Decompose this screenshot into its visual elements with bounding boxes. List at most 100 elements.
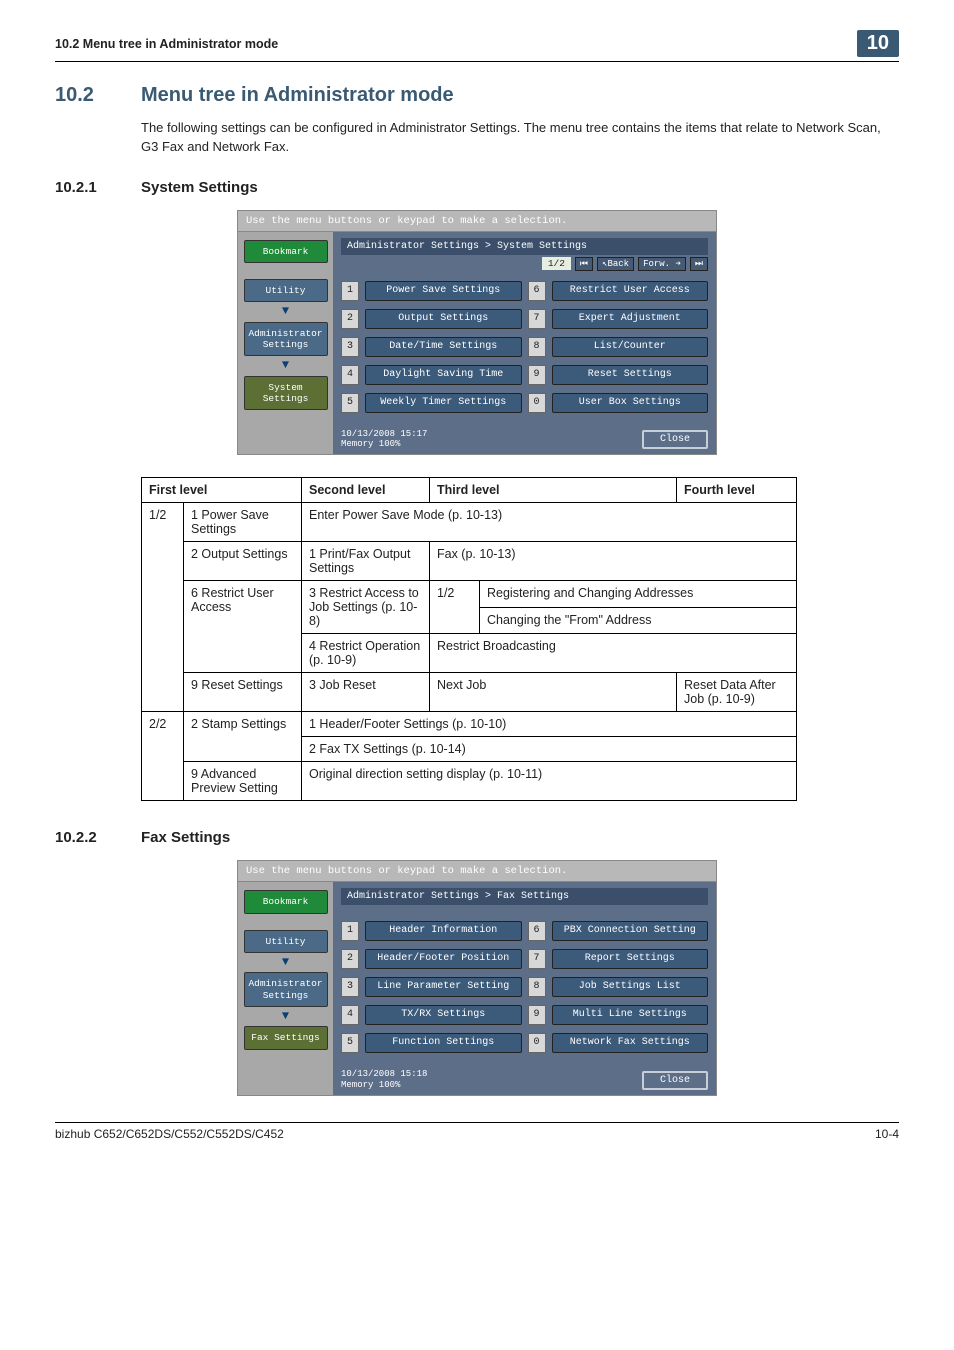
- cell: 1 Header/Footer Settings (p. 10-10): [302, 712, 797, 737]
- daylight-saving-button[interactable]: Daylight Saving Time: [365, 365, 522, 385]
- date-time-settings-button[interactable]: Date/Time Settings: [365, 337, 522, 357]
- cell: Enter Power Save Mode (p. 10-13): [302, 503, 797, 542]
- down-arrow-icon: ▼: [282, 959, 289, 966]
- job-settings-list-button[interactable]: Job Settings List: [552, 977, 709, 997]
- cell: Changing the "From" Address: [480, 607, 797, 634]
- menu-num: 0: [528, 1033, 546, 1053]
- menu-num: 8: [528, 337, 546, 357]
- panel-footer: 10/13/2008 15:18 Memory 100% Close: [341, 1067, 708, 1091]
- cell: 3 Restrict Access to Job Settings (p. 10…: [302, 581, 430, 634]
- expert-adjustment-button[interactable]: Expert Adjustment: [552, 309, 709, 329]
- menu-num: 3: [341, 977, 359, 997]
- table-header-row: First level Second level Third level Fou…: [142, 478, 797, 503]
- ts-line1: 10/13/2008 15:18: [341, 1069, 427, 1080]
- list-counter-button[interactable]: List/Counter: [552, 337, 709, 357]
- tx-rx-settings-button[interactable]: TX/RX Settings: [365, 1005, 522, 1025]
- panel-instruction: Use the menu buttons or keypad to make a…: [238, 211, 716, 232]
- menu-grid: 1 Power Save Settings 6 Restrict User Ac…: [341, 281, 708, 413]
- subsection-number: 10.2.1: [55, 179, 113, 196]
- weekly-timer-settings-button[interactable]: Weekly Timer Settings: [365, 393, 522, 413]
- line-parameter-setting-button[interactable]: Line Parameter Setting: [365, 977, 522, 997]
- menu-num: 0: [528, 393, 546, 413]
- multi-line-settings-button[interactable]: Multi Line Settings: [552, 1005, 709, 1025]
- chapter-number-badge: 10: [857, 30, 899, 57]
- cell: 1 Power Save Settings: [184, 503, 302, 542]
- cell: 9 Advanced Preview Setting: [184, 762, 302, 801]
- nav-forward-button[interactable]: Forw. ➔: [638, 257, 686, 271]
- cell: Fax (p. 10-13): [430, 542, 797, 581]
- menu-tree-table: First level Second level Third level Fou…: [141, 477, 797, 801]
- table-row: 9 Reset Settings 3 Job Reset Next Job Re…: [142, 673, 797, 712]
- user-box-settings-button[interactable]: User Box Settings: [552, 393, 709, 413]
- menu-num: 4: [341, 1005, 359, 1025]
- close-button[interactable]: Close: [642, 1071, 708, 1090]
- table-row: 6 Restrict User Access 3 Restrict Access…: [142, 581, 797, 608]
- cell: Restrict Broadcasting: [430, 634, 797, 673]
- menu-num: 5: [341, 393, 359, 413]
- panel-sidebar: Bookmark Utility ▼ Administrator Setting…: [238, 882, 333, 1095]
- subsection-number: 10.2.2: [55, 829, 113, 846]
- fax-settings-screenshot: Use the menu buttons or keypad to make a…: [237, 860, 717, 1096]
- bookmark-button[interactable]: Bookmark: [244, 890, 328, 913]
- timestamp: 10/13/2008 15:17 Memory 100%: [341, 429, 427, 451]
- menu-num: 4: [341, 365, 359, 385]
- utility-button[interactable]: Utility: [244, 930, 328, 953]
- ts-line2: Memory 100%: [341, 439, 427, 450]
- cell: 6 Restrict User Access: [184, 581, 302, 673]
- nav-first-button[interactable]: ⏮: [575, 257, 593, 271]
- cell: 1 Print/Fax Output Settings: [302, 542, 430, 581]
- power-save-settings-button[interactable]: Power Save Settings: [365, 281, 522, 301]
- nav-last-button[interactable]: ⏭: [690, 257, 708, 271]
- output-settings-button[interactable]: Output Settings: [365, 309, 522, 329]
- cell: 1/2: [430, 581, 480, 634]
- menu-num: 7: [528, 949, 546, 969]
- menu-num: 1: [341, 921, 359, 941]
- system-settings-button[interactable]: System Settings: [244, 376, 328, 411]
- page-header: 10.2 Menu tree in Administrator mode 10: [55, 30, 899, 62]
- panel-body: Bookmark Utility ▼ Administrator Setting…: [238, 882, 716, 1095]
- admin-settings-button[interactable]: Administrator Settings: [244, 972, 328, 1007]
- admin-settings-button[interactable]: Administrator Settings: [244, 322, 328, 357]
- panel-main: Administrator Settings > System Settings…: [333, 232, 716, 455]
- system-settings-screenshot: Use the menu buttons or keypad to make a…: [237, 210, 717, 456]
- header-footer-position-button[interactable]: Header/Footer Position: [365, 949, 522, 969]
- reset-settings-button[interactable]: Reset Settings: [552, 365, 709, 385]
- menu-num: 6: [528, 921, 546, 941]
- subsection-title: System Settings: [141, 179, 258, 196]
- breadcrumb: Administrator Settings > Fax Settings: [341, 888, 708, 905]
- section-number: 10.2: [55, 84, 113, 119]
- panel-body: Bookmark Utility ▼ Administrator Setting…: [238, 232, 716, 455]
- header-information-button[interactable]: Header Information: [365, 921, 522, 941]
- nav-back-button[interactable]: ↖Back: [597, 257, 634, 271]
- panel-footer: 10/13/2008 15:17 Memory 100% Close: [341, 427, 708, 451]
- cell: 1/2: [142, 503, 184, 712]
- breadcrumb: Administrator Settings > System Settings: [341, 238, 708, 255]
- fax-settings-button[interactable]: Fax Settings: [244, 1026, 328, 1049]
- utility-button[interactable]: Utility: [244, 279, 328, 302]
- col-second-level: Second level: [302, 478, 430, 503]
- menu-num: 8: [528, 977, 546, 997]
- cell: 2/2: [142, 712, 184, 801]
- cell: 4 Restrict Operation (p. 10-9): [302, 634, 430, 673]
- ts-line2: Memory 100%: [341, 1080, 427, 1091]
- report-settings-button[interactable]: Report Settings: [552, 949, 709, 969]
- subsection-title: Fax Settings: [141, 829, 230, 846]
- section-intro: The following settings can be configured…: [141, 119, 899, 157]
- menu-num: 2: [341, 949, 359, 969]
- cell: 2 Output Settings: [184, 542, 302, 581]
- col-third-level: Third level: [430, 478, 677, 503]
- pbx-connection-setting-button[interactable]: PBX Connection Setting: [552, 921, 709, 941]
- footer-page-number: 10-4: [875, 1127, 899, 1141]
- network-fax-settings-button[interactable]: Network Fax Settings: [552, 1033, 709, 1053]
- function-settings-button[interactable]: Function Settings: [365, 1033, 522, 1053]
- spacer: [341, 905, 708, 915]
- bookmark-button[interactable]: Bookmark: [244, 240, 328, 263]
- footer-model: bizhub C652/C652DS/C552/C552DS/C452: [55, 1127, 284, 1141]
- section-title: Menu tree in Administrator mode: [141, 84, 454, 107]
- close-button[interactable]: Close: [642, 430, 708, 449]
- section-10-2: 10.2 Menu tree in Administrator mode: [55, 84, 899, 119]
- table-row: 2/2 2 Stamp Settings 1 Header/Footer Set…: [142, 712, 797, 737]
- menu-num: 2: [341, 309, 359, 329]
- restrict-user-access-button[interactable]: Restrict User Access: [552, 281, 709, 301]
- menu-num: 6: [528, 281, 546, 301]
